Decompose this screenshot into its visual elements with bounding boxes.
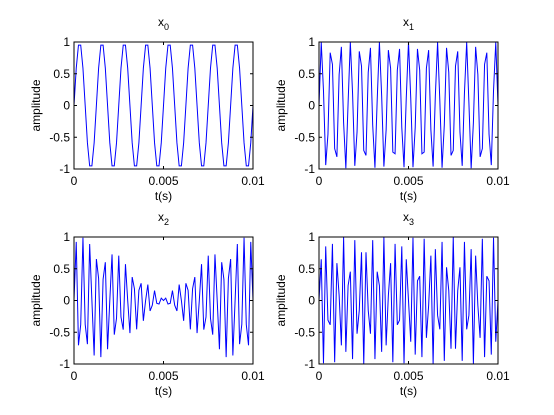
ytick-label: 1 (308, 35, 315, 49)
subplot-2: 0 0.005 0.01 1 0.5 0 -0.5 -1 x2 t(s) amplitude (29, 210, 265, 398)
ytick-label: -0.5 (294, 325, 315, 339)
ytick-label: -1 (304, 357, 315, 371)
ytick-label: 1 (63, 35, 70, 49)
xtick-label: 0 (316, 174, 323, 188)
ytick-label: 0.5 (298, 262, 315, 276)
x-axis-label: t(s) (400, 189, 417, 203)
subplot-3: 0 0.005 0.01 1 0.5 0 -0.5 -1 x3 t(s) amplitude (274, 210, 510, 398)
signal-line-2 (74, 237, 253, 358)
axes-frame-1 (318, 41, 499, 170)
signal-line-3 (319, 237, 498, 364)
subplot-0: 0 0.005 0.01 1 0.5 0 -0.5 -1 x0 t(s) amplitude (29, 15, 265, 203)
ytick-label: -0.5 (294, 130, 315, 144)
xtick-label: 0.005 (393, 369, 423, 383)
xtick-label: 0.01 (241, 369, 265, 383)
y-axis-label: amplitude (274, 274, 288, 326)
ytick-label: -1 (59, 162, 70, 176)
x-axis-label: t(s) (155, 384, 172, 398)
x-axis-label: t(s) (155, 189, 172, 203)
ytick-label: -0.5 (49, 325, 70, 339)
ytick-label: 0 (63, 99, 70, 113)
plot-title: x0 (158, 15, 169, 32)
ytick-label: -0.5 (49, 130, 70, 144)
xtick-label: 0 (71, 369, 78, 383)
y-axis-label: amplitude (29, 79, 43, 131)
xtick-label: 0 (71, 174, 78, 188)
ytick-label: 1 (63, 230, 70, 244)
ytick-label: 0.5 (53, 67, 70, 81)
ytick-label: 1 (308, 230, 315, 244)
ytick-label: 0 (308, 294, 315, 308)
xtick-label: 0 (316, 369, 323, 383)
subplot-1: 0 0.005 0.01 1 0.5 0 -0.5 -1 x1 t(s) amplitude (274, 15, 510, 203)
plot-title: x2 (158, 210, 169, 227)
ytick-label: 0 (308, 99, 315, 113)
xtick-label: 0.01 (486, 174, 510, 188)
ytick-label: 0 (63, 294, 70, 308)
xtick-label: 0.005 (148, 174, 178, 188)
xtick-label: 0.005 (393, 174, 423, 188)
xtick-label: 0.005 (148, 369, 178, 383)
signal-line-1 (319, 42, 498, 169)
ytick-label: -1 (59, 357, 70, 371)
xtick-label: 0.01 (241, 174, 265, 188)
ytick-label: 0.5 (298, 67, 315, 81)
y-axis-label: amplitude (29, 274, 43, 326)
ytick-label: -1 (304, 162, 315, 176)
plot-title: x1 (403, 15, 414, 32)
x-axis-label: t(s) (400, 384, 417, 398)
signal-line-0 (74, 44, 253, 167)
y-axis-label: amplitude (274, 79, 288, 131)
ytick-label: 0.5 (53, 262, 70, 276)
xtick-label: 0.01 (486, 369, 510, 383)
plot-title: x3 (403, 210, 414, 227)
